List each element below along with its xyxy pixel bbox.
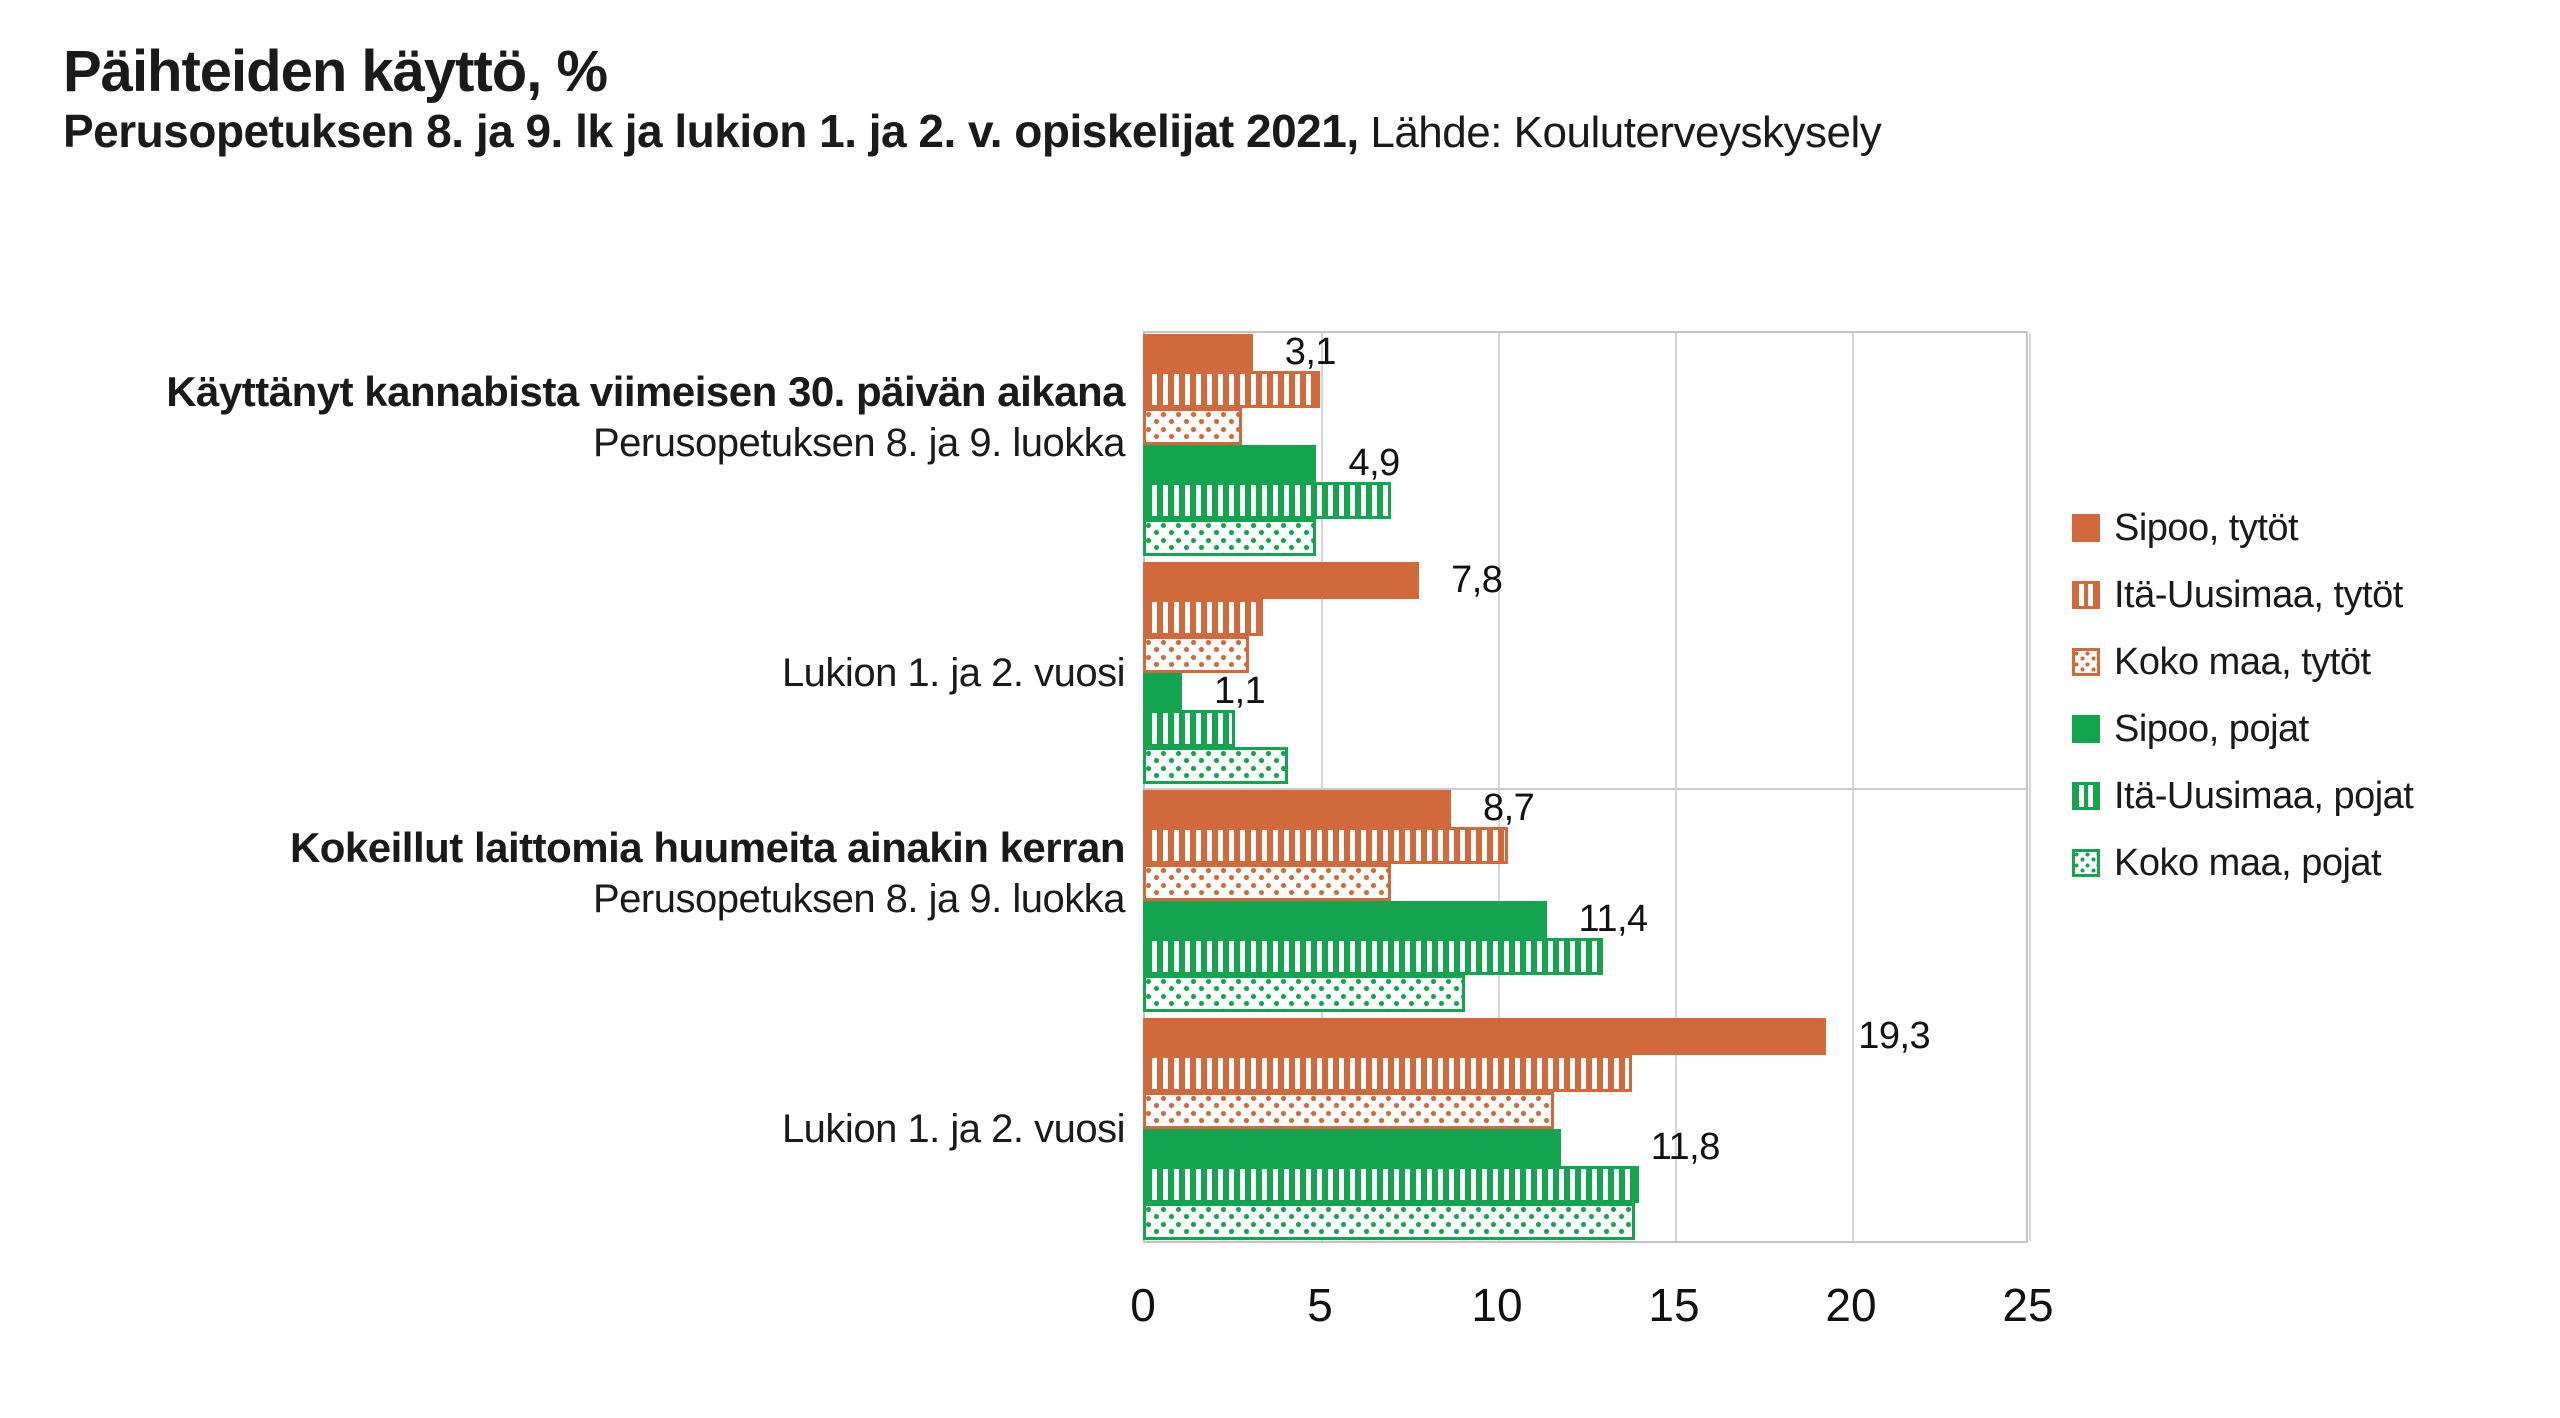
category-label-sub: Lukion 1. ja 2. vuosi — [781, 651, 1126, 695]
bar-value-label: 1,1 — [1213, 670, 1266, 712]
bar-koko-maa-tyt-t — [1143, 408, 1243, 445]
legend-swatch-stripes-green — [2072, 782, 2100, 810]
category-separator-line — [1145, 788, 2026, 790]
chart-subtitle-bold: Perusopetuksen 8. ja 9. lk ja lukion 1. … — [63, 105, 1359, 157]
bar-group-2: 7,8 1,1 — [1143, 559, 2028, 787]
gridline-x-15 — [1675, 333, 1677, 1241]
bar-koko-maa-tyt-t — [1143, 1092, 1554, 1129]
legend-label: Sipoo, pojat — [2114, 707, 2309, 750]
bar-koko-maa-tyt-t — [1143, 864, 1391, 901]
gridline-x-5 — [1321, 333, 1323, 1241]
gridline-x-20 — [1852, 333, 1854, 1241]
category-label-group-1: Käyttänyt kannabista viimeisen 30. päivä… — [40, 303, 1125, 531]
category-label-sub: Lukion 1. ja 2. vuosi — [781, 1107, 1126, 1151]
gridline-x-10 — [1498, 333, 1500, 1241]
bar-group-3: 8,7 11,4 — [1143, 787, 2028, 1015]
bar-group-4: 19,3 11,8 — [1143, 1015, 2028, 1243]
bar-sipoo-pojat — [1143, 673, 1182, 710]
chart-source: Lähde: Kouluterveyskysely — [1358, 108, 1882, 157]
x-axis-tick-label-10: 10 — [1471, 1279, 1523, 1331]
legend-swatch-dots-green — [2072, 849, 2100, 877]
bar-sipoo-tyt-t — [1143, 562, 1420, 599]
legend-item-sipoo-pojat: Sipoo, pojat — [2072, 705, 2413, 753]
legend-label: Koko maa, pojat — [2114, 841, 2382, 884]
x-axis-tick-label-15: 15 — [1648, 1279, 1700, 1331]
category-label-sub: Perusopetuksen 8. ja 9. luokka — [592, 421, 1126, 465]
category-label-group-4: Lukion 1. ja 2. vuosi — [40, 1015, 1126, 1243]
bar-sipoo-pojat — [1143, 445, 1317, 482]
bar-it-uusimaa-pojat — [1143, 1166, 1639, 1203]
legend-label: Itä-Uusimaa, pojat — [2114, 774, 2414, 817]
bar-it-uusimaa-pojat — [1143, 710, 1236, 747]
legend-swatch-dots-orange — [2072, 648, 2100, 676]
bar-it-uusimaa-pojat — [1143, 938, 1604, 975]
legend-item-sipoo-tyt-t: Sipoo, tytöt — [2072, 504, 2413, 552]
bar-value-label: 19,3 — [1858, 1015, 1931, 1057]
legend-item-it-uusimaa-tyt-t: Itä-Uusimaa, tytöt — [2072, 571, 2413, 619]
bar-sipoo-tyt-t — [1143, 790, 1451, 827]
legend-swatch-stripes-orange — [2072, 581, 2100, 609]
x-axis-tick-label-5: 5 — [1307, 1279, 1333, 1331]
legend-item-koko-maa-pojat: Koko maa, pojat — [2072, 839, 2413, 887]
bar-value-label: 3,1 — [1284, 331, 1337, 373]
bar-value-label: 8,7 — [1482, 787, 1535, 829]
bar-value-label: 7,8 — [1451, 559, 1503, 601]
bar-value-label: 11,8 — [1650, 1126, 1721, 1168]
bar-koko-maa-pojat — [1143, 975, 1466, 1012]
legend-label: Sipoo, tytöt — [2114, 506, 2299, 549]
category-label-sub: Perusopetuksen 8. ja 9. luokka — [592, 877, 1126, 921]
bar-koko-maa-tyt-t — [1143, 636, 1250, 673]
category-label-main: Kokeillut laittomia huumeita ainakin ker… — [289, 824, 1126, 871]
bar-koko-maa-pojat — [1143, 519, 1317, 556]
legend-item-koko-maa-tyt-t: Koko maa, tytöt — [2072, 638, 2413, 686]
category-label-main: Käyttänyt kannabista viimeisen 30. päivä… — [166, 368, 1125, 415]
bar-it-uusimaa-tyt-t — [1143, 1055, 1632, 1092]
legend-swatch-solid-green — [2072, 715, 2100, 743]
x-axis-tick-label-25: 25 — [2002, 1279, 2054, 1331]
bar-it-uusimaa-tyt-t — [1143, 827, 1508, 864]
legend-swatch-solid-orange — [2072, 514, 2100, 542]
bar-value-label: 4,9 — [1348, 442, 1400, 484]
bar-sipoo-pojat — [1143, 1129, 1561, 1166]
legend-label: Koko maa, tytöt — [2114, 640, 2371, 683]
x-axis-tick-label-0: 0 — [1130, 1279, 1156, 1331]
x-axis-tick-label-20: 20 — [1825, 1279, 1877, 1331]
chart-subtitle: Perusopetuksen 8. ja 9. lk ja lukion 1. … — [63, 104, 1882, 158]
bar-sipoo-tyt-t — [1143, 1018, 1827, 1055]
category-label-group-3: Kokeillut laittomia huumeita ainakin ker… — [40, 759, 1126, 987]
legend-label: Itä-Uusimaa, tytöt — [2114, 573, 2403, 616]
bar-it-uusimaa-pojat — [1143, 482, 1391, 519]
bar-value-label: 11,4 — [1578, 898, 1649, 940]
bar-koko-maa-pojat — [1143, 747, 1289, 784]
legend: Sipoo, tytöt Itä-Uusimaa, tytöt Koko maa, … — [2072, 504, 2414, 887]
gridline-x-25 — [2029, 333, 2031, 1241]
bar-group-1: 3,1 4,9 — [1143, 331, 2028, 559]
bar-sipoo-pojat — [1143, 901, 1547, 938]
chart-title: Päihteiden käyttö, % — [63, 39, 608, 104]
bar-sipoo-tyt-t — [1143, 334, 1253, 371]
bar-it-uusimaa-tyt-t — [1143, 371, 1320, 408]
category-label-group-2: Lukion 1. ja 2. vuosi — [40, 559, 1126, 787]
bar-koko-maa-pojat — [1143, 1203, 1636, 1240]
bar-it-uusimaa-tyt-t — [1143, 599, 1264, 636]
legend-item-it-uusimaa-pojat: Itä-Uusimaa, pojat — [2072, 772, 2414, 820]
